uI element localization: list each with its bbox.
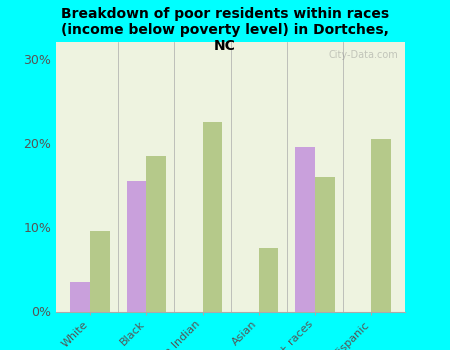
Bar xyxy=(146,156,166,312)
Bar xyxy=(315,177,335,312)
Bar xyxy=(90,231,110,312)
Text: Breakdown of poor residents within races
(income below poverty level) in Dortche: Breakdown of poor residents within races… xyxy=(61,7,389,54)
Bar xyxy=(126,181,146,312)
Bar xyxy=(202,122,222,312)
Bar xyxy=(371,139,391,312)
Bar xyxy=(295,147,315,312)
Bar xyxy=(259,248,279,312)
Text: City-Data.com: City-Data.com xyxy=(328,50,398,60)
Bar xyxy=(70,282,90,312)
